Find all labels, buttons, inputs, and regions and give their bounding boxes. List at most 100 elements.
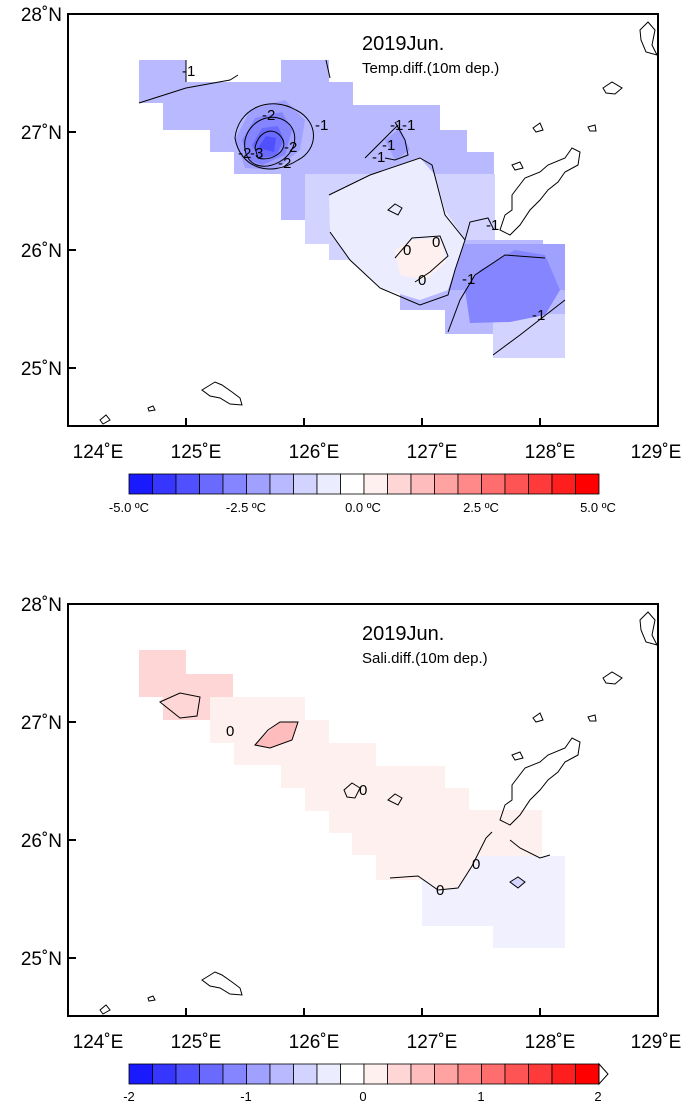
colorbar-swatch xyxy=(340,473,365,495)
contour-label: -3 xyxy=(250,145,263,162)
colorbar-swatch xyxy=(387,473,412,495)
lat-label: 25˚N xyxy=(21,949,62,970)
colorbar-swatch xyxy=(128,1063,153,1085)
colorbar-swatch xyxy=(410,1063,435,1085)
colorbar-label: 1 xyxy=(477,1089,484,1104)
colorbar-label: 5.0 ºC xyxy=(580,500,616,515)
colorbar-swatch xyxy=(363,1063,388,1085)
colorbar-swatch xyxy=(575,473,600,495)
colorbar-swatch xyxy=(504,1063,529,1085)
colorbar-label: -5.0 ºC xyxy=(109,500,149,515)
contour-label: 0 xyxy=(226,723,234,740)
colorbar-swatch xyxy=(316,1063,341,1085)
colorbar-swatches xyxy=(128,473,600,495)
salinity-colorbar: -2 -1 0 1 2 xyxy=(123,1062,609,1104)
colorbar-label: 2 xyxy=(594,1089,601,1104)
lon-label: 127˚E xyxy=(407,1032,458,1053)
contour-label: -1 xyxy=(532,307,545,324)
colorbar-swatch xyxy=(199,473,224,495)
colorbar-swatch xyxy=(293,473,318,495)
lon-label: 128˚E xyxy=(525,442,576,463)
colorbar-swatch xyxy=(175,1063,200,1085)
colorbar-swatch xyxy=(128,473,153,495)
colorbar-swatch xyxy=(457,1063,482,1085)
map-frame xyxy=(67,603,659,1017)
lon-label: 126˚E xyxy=(289,442,340,463)
contour-label: -1 xyxy=(390,117,403,134)
colorbar-swatch xyxy=(551,473,576,495)
colorbar-swatch xyxy=(481,473,506,495)
contour-label: -1 xyxy=(462,271,475,288)
lat-label: 28˚N xyxy=(21,595,62,616)
contour-label: 0 xyxy=(432,234,440,251)
colorbar-swatch xyxy=(316,473,341,495)
colorbar-overflow-arrow xyxy=(598,1062,609,1086)
lon-label: 127˚E xyxy=(407,442,458,463)
colorbar-swatch xyxy=(434,1063,459,1085)
map-title: 2019Jun. xyxy=(362,33,444,55)
colorbar-swatch xyxy=(387,1063,412,1085)
colorbar-swatch xyxy=(293,1063,318,1085)
colorbar-swatch xyxy=(152,1063,177,1085)
colorbar-swatch xyxy=(551,1063,576,1085)
salinity-contours xyxy=(159,692,551,891)
temperature-contours xyxy=(138,59,566,356)
map-subtitle: Sali.diff.(10m dep.) xyxy=(362,650,488,667)
contour-label: 0 xyxy=(418,272,426,289)
colorbar-swatch xyxy=(222,473,247,495)
colorbar-swatch xyxy=(222,1063,247,1085)
colorbar-label: 0 xyxy=(359,1089,366,1104)
lon-label: 129˚E xyxy=(631,1032,682,1053)
contour-label: -1 xyxy=(402,117,415,134)
lon-label: 124˚E xyxy=(73,442,124,463)
contour-label: -1 xyxy=(486,217,499,234)
colorbar-swatch xyxy=(457,473,482,495)
colorbar-swatch xyxy=(575,1063,600,1085)
contour-label: -1 xyxy=(372,149,385,166)
lat-label: 26˚N xyxy=(21,831,62,852)
colorbar-swatch xyxy=(175,473,200,495)
contour-label: -2 xyxy=(284,139,297,156)
colorbar-swatch xyxy=(528,473,553,495)
coastlines xyxy=(99,611,658,1015)
contour-label: -2 xyxy=(278,155,291,172)
contour-label: -1 xyxy=(315,117,328,134)
map-frame xyxy=(67,13,659,427)
lon-label: 125˚E xyxy=(171,442,222,463)
lat-label: 27˚N xyxy=(21,713,62,734)
coastlines xyxy=(99,21,658,425)
colorbar-swatch xyxy=(434,473,459,495)
colorbar-swatch xyxy=(199,1063,224,1085)
lon-label: 125˚E xyxy=(171,1032,222,1053)
temperature-colorbar: -5.0 ºC -2.5 ºC 0.0 ºC 2.5 ºC 5.0 ºC xyxy=(109,473,616,515)
contour-label: -2 xyxy=(262,107,275,124)
colorbar-swatch xyxy=(269,473,294,495)
colorbar-label: -2.5 ºC xyxy=(226,500,266,515)
colorbar-swatch xyxy=(246,473,271,495)
contour-label: -2 xyxy=(238,145,251,162)
map-title: 2019Jun. xyxy=(362,623,444,645)
colorbar-swatches xyxy=(128,1063,600,1085)
lat-label: 27˚N xyxy=(21,123,62,144)
colorbar-swatch xyxy=(504,473,529,495)
colorbar-swatch xyxy=(340,1063,365,1085)
colorbar-swatch xyxy=(528,1063,553,1085)
colorbar-label: 0.0 ºC xyxy=(345,500,381,515)
colorbar-label: -1 xyxy=(240,1089,252,1104)
lat-label: 26˚N xyxy=(21,241,62,262)
lon-label: 128˚E xyxy=(525,1032,576,1053)
contour-label: 0 xyxy=(472,856,480,873)
lon-label: 124˚E xyxy=(73,1032,124,1053)
colorbar-swatch xyxy=(363,473,388,495)
lon-label: 129˚E xyxy=(631,442,682,463)
lat-label: 28˚N xyxy=(21,5,62,26)
colorbar-swatch xyxy=(246,1063,271,1085)
contour-labels: -1 -2 -1 -2 -2 -3 -2 -1 -1 -1 -1 0 0 0 -… xyxy=(182,63,545,324)
contour-labels: 0 0 0 0 xyxy=(226,723,480,899)
contour-label: -1 xyxy=(182,63,195,80)
colorbar-swatch xyxy=(410,473,435,495)
colorbar-swatch xyxy=(481,1063,506,1085)
colorbar-swatch xyxy=(152,473,177,495)
lat-label: 25˚N xyxy=(21,359,62,380)
